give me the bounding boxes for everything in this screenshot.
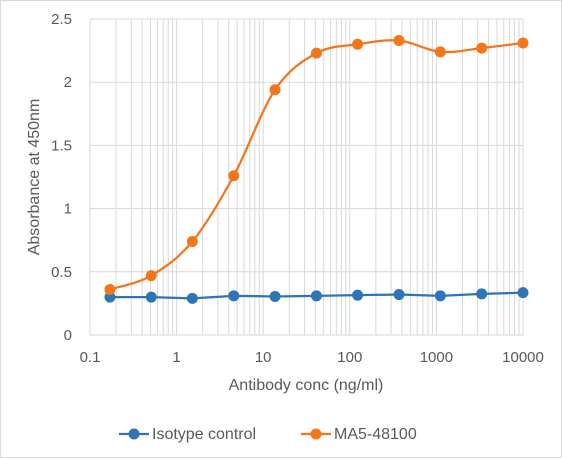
y-tick-label-4: 2 bbox=[64, 74, 72, 91]
series-1-point-1 bbox=[145, 270, 157, 282]
series-1-point-6 bbox=[352, 38, 364, 50]
series-group bbox=[104, 34, 529, 304]
series-1-point-5 bbox=[310, 47, 322, 59]
series-0-point-7 bbox=[393, 289, 405, 301]
x-axis-title: Antibody conc (ng/ml) bbox=[229, 377, 384, 394]
legend-marker-1 bbox=[310, 428, 322, 440]
y-tick-label-2: 1 bbox=[64, 201, 72, 218]
series-0-point-1 bbox=[145, 291, 157, 303]
x-tick-label-2: 10 bbox=[255, 349, 272, 366]
series-1-point-10 bbox=[517, 37, 529, 49]
y-tick-label-1: 0.5 bbox=[51, 264, 72, 281]
series-0-point-9 bbox=[476, 288, 488, 300]
series-0-point-8 bbox=[434, 290, 446, 302]
series-0-point-0 bbox=[104, 291, 116, 303]
series-1-point-2 bbox=[186, 235, 198, 247]
legend-marker-0 bbox=[128, 428, 140, 440]
series-1-point-0 bbox=[104, 283, 116, 295]
y-tick-label-0: 0 bbox=[64, 327, 72, 344]
x-tick-label-3: 100 bbox=[337, 349, 362, 366]
x-tick-label-0: 0.1 bbox=[80, 349, 101, 366]
series-0-point-3 bbox=[228, 290, 240, 302]
gridlines bbox=[89, 18, 524, 336]
series-1-point-7 bbox=[393, 34, 405, 46]
series-1-point-4 bbox=[269, 84, 281, 96]
y-tick-label-5: 2.5 bbox=[51, 11, 72, 28]
series-line-1 bbox=[109, 39, 524, 291]
series-0-point-6 bbox=[352, 289, 364, 301]
series-1-point-8 bbox=[434, 46, 446, 58]
legend-label-1: MA5-48100 bbox=[334, 426, 417, 443]
legend: Isotype control MA5-48100 bbox=[119, 426, 417, 443]
x-tick-label-4: 1000 bbox=[420, 349, 453, 366]
y-axis-title: Absorbance at 450nm bbox=[26, 99, 43, 256]
series-0-point-4 bbox=[269, 290, 281, 302]
x-tick-label-1: 1 bbox=[172, 349, 180, 366]
x-axis-tick-labels: 0.1 1 10 100 1000 10000 bbox=[80, 349, 544, 366]
series-1-point-9 bbox=[476, 42, 488, 54]
series-0-point-2 bbox=[186, 292, 198, 304]
series-0-point-5 bbox=[310, 290, 322, 302]
legend-label-0: Isotype control bbox=[152, 426, 256, 443]
y-tick-label-3: 1.5 bbox=[51, 137, 72, 154]
series-1-point-3 bbox=[228, 170, 240, 182]
x-tick-label-5: 10000 bbox=[502, 349, 544, 366]
series-0-point-10 bbox=[517, 287, 529, 299]
y-axis-tick-labels: 0 0.5 1 1.5 2 2.5 bbox=[51, 11, 72, 344]
